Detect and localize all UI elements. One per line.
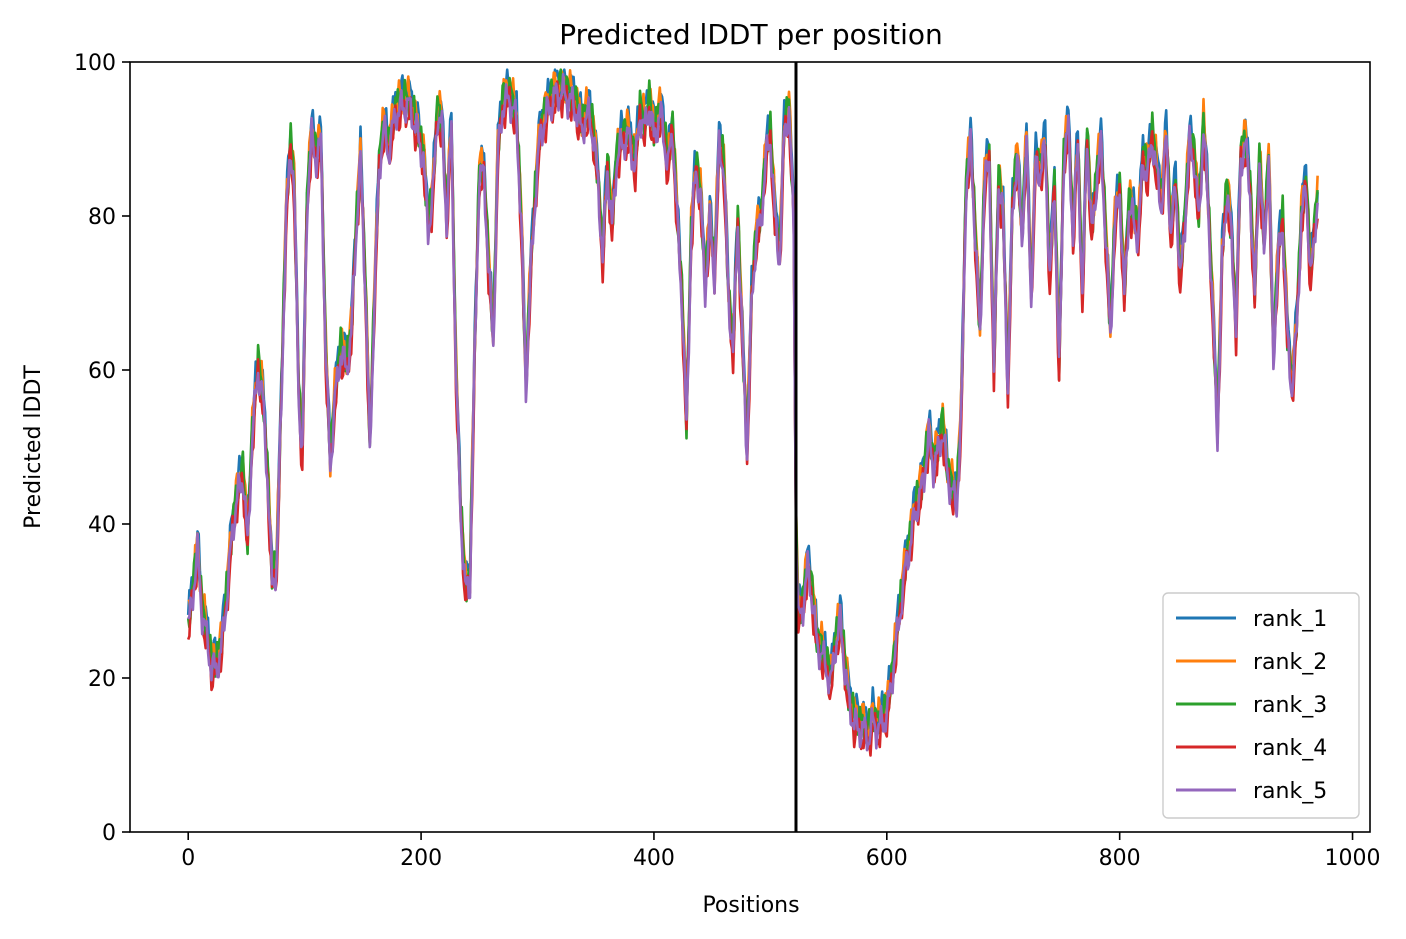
plot-area [129,61,1371,833]
y-tick-label: 20 [88,667,116,692]
chart-title: Predicted lDDT per position [559,18,943,51]
y-axis-ticks: 0 20 40 60 80 100 [74,51,130,846]
x-axis-ticks: 0 200 400 600 800 1000 [181,832,1381,871]
x-tick-label: 1000 [1325,846,1381,871]
y-tick-label: 60 [88,359,116,384]
x-tick-label: 0 [181,846,195,871]
plot-frame [129,61,1371,833]
x-tick-label: 800 [1099,846,1141,871]
legend-label: rank_2 [1253,650,1327,675]
legend-label: rank_5 [1253,779,1327,804]
legend-box [1162,592,1360,819]
legend: rank_1 rank_2 rank_3 rank_4 rank_5 [1162,592,1360,819]
x-tick-label: 200 [400,846,442,871]
y-tick-label: 0 [102,821,116,846]
legend-entries: rank_1 rank_2 rank_3 rank_4 rank_5 [1176,607,1327,804]
series-layer [186,68,1319,757]
legend-label: rank_3 [1253,693,1327,718]
y-tick-label: 100 [74,51,116,76]
series-line-rank_5 [187,73,1319,752]
legend-label: rank_4 [1253,736,1327,761]
y-tick-label: 40 [88,513,116,538]
x-tick-label: 400 [633,846,675,871]
x-tick-label: 600 [866,846,908,871]
y-tick-label: 80 [88,205,116,230]
y-axis-label: Predicted lDDT [21,365,46,529]
x-axis-label: Positions [702,893,799,918]
legend-label: rank_1 [1253,607,1327,632]
